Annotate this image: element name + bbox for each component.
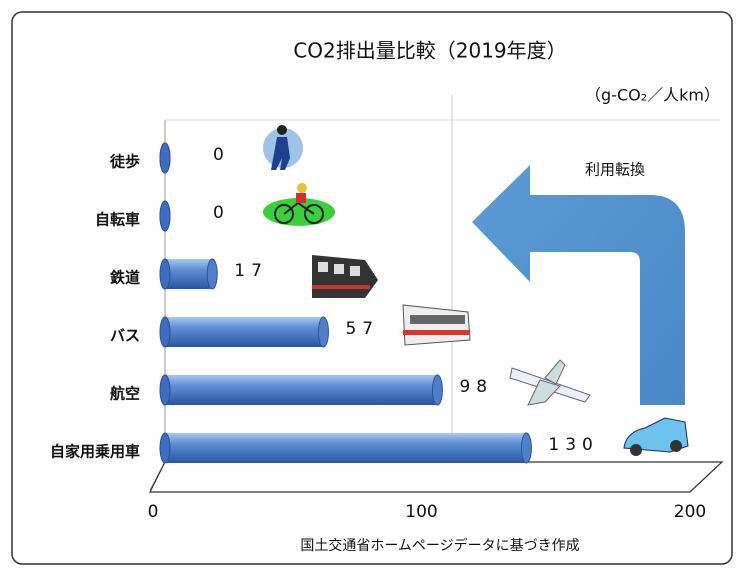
bar-base — [160, 317, 170, 347]
bar-base — [160, 201, 170, 231]
y-tick-label: 自家用乗用車 — [50, 443, 140, 461]
chart-title: CO2排出量比較（2019年度） — [293, 39, 566, 63]
bar — [165, 317, 323, 347]
bar-base — [160, 433, 170, 463]
bar-cap — [207, 259, 217, 289]
bar-cap — [318, 317, 328, 347]
bar — [165, 433, 526, 463]
annotation: 利用転換 — [585, 161, 645, 179]
x-tick-label: 200 — [674, 502, 706, 522]
y-tick-label: 航空 — [110, 385, 140, 403]
y-tick-label: 徒歩 — [109, 153, 140, 171]
x-tick-label: 0 — [148, 502, 159, 522]
chart: CO2排出量比較（2019年度） （g-CO₂／人km） 利用転換 国土交通省ホ… — [0, 0, 745, 573]
data-label: 0 — [213, 145, 230, 165]
bar-cap — [432, 375, 442, 405]
y-tick-label: バス — [110, 327, 140, 345]
bar-base — [160, 259, 170, 289]
data-label: 57 — [345, 319, 379, 339]
data-label: 98 — [459, 377, 493, 397]
bar — [165, 375, 437, 405]
unit-label: （g-CO₂／人km） — [585, 86, 720, 105]
icon-bus — [403, 305, 470, 345]
bar-cap — [521, 433, 531, 463]
bar-base — [160, 375, 170, 405]
data-label: 130 — [548, 435, 598, 455]
y-tick-label: 鉄道 — [110, 269, 140, 287]
source-note: 国土交通省ホームページデータに基づき作成 — [300, 537, 579, 554]
x-tick-label: 100 — [405, 502, 437, 522]
bar-base — [160, 143, 170, 173]
bar — [165, 259, 212, 289]
y-tick-label: 自転車 — [95, 211, 140, 229]
data-label: 17 — [234, 261, 268, 281]
data-label: 0 — [213, 203, 230, 223]
